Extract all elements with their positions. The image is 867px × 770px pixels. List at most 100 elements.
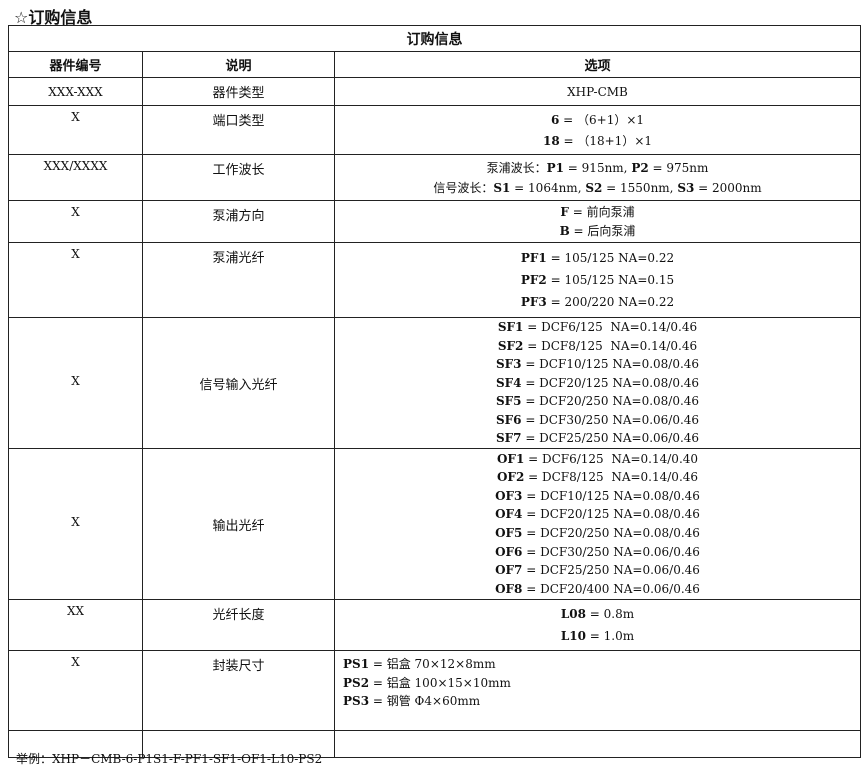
options-cell: 6 = （6+1）×1 18 = （18+1）×1: [334, 105, 861, 155]
option-line: 18 = （18+1）×1: [335, 132, 860, 149]
option-value: = DCF6/125 NA=0.14/0.46: [523, 319, 698, 334]
table-row: [8, 730, 861, 758]
description: 输出光纤: [142, 448, 335, 600]
option-value: = DCF10/125 NA=0.08/0.46: [521, 357, 700, 372]
option-value: = DCF25/250 NA=0.06/0.46: [521, 431, 700, 446]
option-line: SF7 = DCF25/250 NA=0.06/0.46: [335, 429, 860, 448]
option-value: = 1064nm,: [510, 181, 586, 196]
option-code: PS3: [343, 694, 370, 708]
option-value: = 200/220 NA=0.22: [546, 295, 675, 309]
option-code: F: [560, 204, 569, 219]
table-row: X 端口类型 6 = （6+1）×1 18 = （18+1）×1: [8, 105, 861, 155]
description: 端口类型: [142, 105, 335, 155]
option-value: = DCF8/125 NA=0.14/0.46: [524, 470, 699, 485]
option-code: 18: [542, 134, 560, 149]
option-value: = （18+1）×1: [559, 134, 653, 149]
option-line: PS3 = 钢管 Φ4×60mm: [343, 692, 480, 711]
option-value: = 105/125 NA=0.22: [546, 251, 675, 265]
table-row: XXX-XXX 器件类型 XHP-CMB: [8, 77, 861, 106]
option-value: = 1550nm,: [602, 181, 678, 196]
option-code: OF7: [495, 563, 523, 578]
options-cell: F = 前向泵浦 B = 后向泵浦: [334, 200, 861, 243]
table-row: X 泵浦光纤 PF1 = 105/125 NA=0.22 PF2 = 105/125 …: [8, 242, 861, 318]
description: 泵浦光纤: [142, 242, 335, 318]
option-code: OF3: [495, 488, 523, 503]
part-code: X: [8, 105, 143, 155]
part-code: X: [8, 242, 143, 318]
option-value: = 前向泵浦: [568, 204, 635, 219]
table-row: X 封装尺寸 PS1 = 铝盒 70×12×8mm PS2 = 铝盒 100×15×1…: [8, 650, 861, 731]
option-code: SF2: [497, 338, 524, 353]
part-code: X: [8, 200, 143, 243]
option-code: PF3: [520, 295, 547, 309]
options-cell: XHP-CMB: [334, 77, 861, 106]
part-code: X: [8, 650, 143, 731]
option-code: PF2: [520, 273, 547, 287]
option-code: SF3: [495, 357, 522, 372]
options-cell: PF1 = 105/125 NA=0.22 PF2 = 105/125 NA=0.…: [334, 242, 861, 318]
table-row: XXX/XXXX 工作波长 泵浦波长：P1 = 915nm, P2 = 975nm 信…: [8, 154, 861, 201]
option-line: SF3 = DCF10/125 NA=0.08/0.46: [335, 355, 860, 374]
option-value: = 后向泵浦: [569, 223, 636, 238]
description: 器件类型: [142, 77, 335, 106]
header-description: 说明: [142, 51, 335, 78]
option-code: P1: [546, 160, 564, 175]
options-cell: L08 = 0.8m L10 = 1.0m: [334, 599, 861, 651]
option-value: = DCF10/125 NA=0.08/0.46: [522, 488, 700, 503]
option-value: = DCF20/125 NA=0.08/0.46: [522, 507, 700, 522]
option-value: = 钢管 Φ4×60mm: [369, 694, 481, 708]
option-code: L10: [560, 628, 586, 643]
option-code: OF2: [496, 470, 525, 485]
header-options: 选项: [334, 51, 861, 78]
option-line: OF8 = DCF20/400 NA=0.06/0.46: [335, 580, 860, 599]
part-code: XXX/XXXX: [8, 154, 143, 201]
option-line: OF1 = DCF6/125 NA=0.14/0.40: [335, 450, 860, 469]
example-text: 举例：XHP－CMB-6-P1S1-F-PF1-SF1-OF1-L10-PS2: [16, 752, 323, 766]
part-code: X: [8, 317, 143, 449]
description: 信号输入光纤: [142, 317, 335, 449]
option-value: XHP-CMB: [567, 84, 628, 99]
option-value: = 975nm: [648, 160, 709, 175]
option-value: = 1.0m: [585, 628, 635, 643]
option-value: = DCF20/250 NA=0.08/0.46: [522, 526, 700, 540]
option-line: SF5 = DCF20/250 NA=0.08/0.46: [335, 392, 860, 411]
option-code: SF6: [495, 412, 522, 427]
option-line: OF7 = DCF25/250 NA=0.06/0.46: [335, 561, 860, 580]
option-line: OF3 = DCF10/125 NA=0.08/0.46: [335, 487, 860, 506]
option-value: = DCF20/125 NA=0.08/0.46: [521, 375, 700, 390]
table-row: XX 光纤长度 L08 = 0.8m L10 = 1.0m: [8, 599, 861, 651]
option-value: = 105/125 NA=0.15: [546, 273, 675, 287]
option-value: = DCF8/125 NA=0.14/0.46: [523, 338, 698, 353]
table-row: X 泵浦方向 F = 前向泵浦 B = 后向泵浦: [8, 200, 861, 243]
option-line: B = 后向泵浦: [335, 222, 860, 241]
option-code: SF5: [495, 394, 522, 409]
option-value: = DCF6/125 NA=0.14/0.40: [524, 451, 699, 466]
option-value: = 2000nm: [694, 181, 762, 196]
description: 光纤长度: [142, 599, 335, 651]
description: [142, 730, 335, 758]
options-cell: PS1 = 铝盒 70×12×8mm PS2 = 铝盒 100×15×10mm PS…: [334, 650, 861, 731]
option-line: 信号波长：S1 = 1064nm, S2 = 1550nm, S3 = 2000…: [335, 179, 860, 196]
option-line: PS2 = 铝盒 100×15×10mm: [343, 674, 511, 693]
options-cell: OF1 = DCF6/125 NA=0.14/0.40 OF2 = DCF8/12…: [334, 448, 861, 600]
option-line: 泵浦波长：P1 = 915nm, P2 = 975nm: [335, 159, 860, 176]
option-code: 6: [550, 112, 560, 127]
option-value: = DCF20/250 NA=0.08/0.46: [521, 394, 700, 409]
option-value: = （6+1）×1: [559, 112, 645, 127]
option-code: OF6: [495, 544, 523, 559]
option-code: S1: [493, 181, 511, 196]
option-code: S3: [677, 181, 695, 196]
option-code: SF7: [495, 431, 522, 446]
description: 工作波长: [142, 154, 335, 201]
option-value: = 铝盒 70×12×8mm: [369, 657, 496, 671]
option-line: OF4 = DCF20/125 NA=0.08/0.46: [335, 505, 860, 524]
option-value: = DCF30/250 NA=0.06/0.46: [522, 544, 700, 559]
option-value: 泵浦波长：: [486, 160, 547, 175]
option-value: = 0.8m: [585, 607, 635, 622]
table-row: X 信号输入光纤 SF1 = DCF6/125 NA=0.14/0.46 SF2 = …: [8, 317, 861, 449]
options-cell: SF1 = DCF6/125 NA=0.14/0.46 SF2 = DCF8/12…: [334, 317, 861, 449]
option-code: SF4: [495, 375, 522, 390]
option-value: = DCF25/250 NA=0.06/0.46: [522, 563, 700, 578]
option-code: OF1: [496, 451, 525, 466]
option-line: PS1 = 铝盒 70×12×8mm: [343, 655, 496, 674]
